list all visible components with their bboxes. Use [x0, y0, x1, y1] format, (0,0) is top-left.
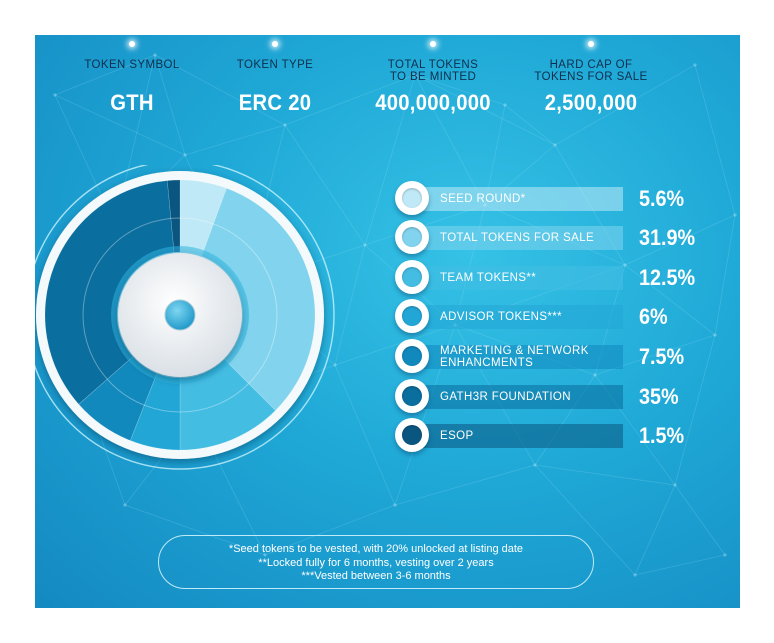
- legend-bar: [415, 424, 623, 448]
- legend-label-line: TOTAL TOKENS FOR SALE: [440, 232, 595, 244]
- outer-thin-ring: [35, 165, 335, 470]
- legend-label-line: ADVISOR TOKENS***: [440, 311, 563, 323]
- tokenomics-panel: TOKEN SYMBOL GTH TOKEN TYPE ERC 20 TOTAL TOK…: [35, 35, 740, 608]
- stat-label: TOKEN SYMBOL: [84, 59, 180, 71]
- legend-bar: [415, 305, 623, 329]
- legend-label: GATH3R FOUNDATION: [440, 378, 620, 416]
- stat-label: HARD CAP OF: [549, 59, 633, 71]
- footnotes-box: *Seed tokens to be vested, with 20% unlo…: [158, 535, 594, 589]
- legend-row-7: ESOP 1.5%: [395, 417, 735, 453]
- stat-label: TOKENS FOR SALE: [534, 71, 648, 83]
- legend-percent: 5.6%: [639, 186, 685, 211]
- legend-row-3: TEAM TOKENS** 12.5%: [395, 259, 735, 295]
- legend-bar: [415, 226, 623, 250]
- legend-label-line: TEAM TOKENS**: [440, 272, 537, 284]
- legend-swatch-icon: [395, 339, 429, 373]
- legend-label: ADVISOR TOKENS***: [440, 298, 620, 336]
- footnote-seed: *Seed tokens to be vested, with 20% unlo…: [228, 543, 524, 555]
- legend-row-4: ADVISOR TOKENS*** 6%: [395, 298, 735, 334]
- hub-center-cap: [164, 299, 196, 331]
- legend-percent: 6%: [639, 304, 668, 329]
- legend-swatch-fill: [402, 227, 422, 247]
- legend-label: TEAM TOKENS**: [440, 259, 620, 297]
- allocation-donut-chart: [35, 165, 335, 470]
- glow-dot-icon: [430, 41, 436, 47]
- legend-label-line: ENHANCMENTS: [440, 357, 534, 369]
- stat-label: TOKEN TYPE: [236, 59, 314, 71]
- legend-label: MARKETING & NETWORK ENHANCMENTS: [440, 338, 620, 376]
- legend-swatch-fill: [402, 425, 422, 445]
- glow-dot-icon: [129, 41, 135, 47]
- legend-percent: 12.5%: [639, 265, 696, 290]
- stat-value: 2,500,000: [544, 90, 638, 115]
- legend-bar: [415, 345, 623, 369]
- legend-swatch-icon: [395, 181, 429, 215]
- legend-swatch-fill: [402, 267, 422, 287]
- legend-label: TOTAL TOKENS FOR SALE: [440, 219, 620, 257]
- legend-swatch-icon: [395, 379, 429, 413]
- legend-label-line: ESOP: [440, 430, 474, 442]
- legend-bar: [415, 187, 623, 211]
- legend-label-line: SEED ROUND*: [440, 193, 526, 205]
- stat-label: TOTAL TOKENS: [387, 59, 479, 71]
- stat-value: ERC 20: [238, 90, 312, 115]
- legend-row-5: MARKETING & NETWORK ENHANCMENTS 7.5%: [395, 338, 735, 374]
- legend-label: ESOP: [440, 417, 620, 455]
- legend-percent: 35%: [639, 384, 679, 409]
- legend-percent: 31.9%: [639, 225, 696, 250]
- legend-swatch-fill: [402, 346, 422, 366]
- legend-swatch-icon: [395, 260, 429, 294]
- footnote-advisor: ***Vested between 3-6 months: [301, 570, 451, 582]
- legend-label-line: MARKETING & NETWORK: [440, 345, 589, 357]
- stat-label: TO BE MINTED: [389, 71, 477, 83]
- legend-label: SEED ROUND*: [440, 180, 620, 218]
- stat-value: GTH: [110, 90, 154, 115]
- legend-swatch-icon: [395, 220, 429, 254]
- legend-swatch-fill: [402, 386, 422, 406]
- legend-swatch-icon: [395, 418, 429, 452]
- legend-bar: [415, 266, 623, 290]
- legend-row-1: SEED ROUND* 5.6%: [395, 180, 735, 216]
- legend-swatch-fill: [402, 306, 422, 326]
- legend-label-line: GATH3R FOUNDATION: [440, 391, 571, 403]
- legend-bar: [415, 385, 623, 409]
- legend-swatch-icon: [395, 299, 429, 333]
- legend-row-6: GATH3R FOUNDATION 35%: [395, 378, 735, 414]
- legend-percent: 7.5%: [639, 344, 685, 369]
- inner-ring-line: [82, 217, 278, 413]
- legend-swatch-fill: [402, 188, 422, 208]
- legend-percent: 1.5%: [639, 423, 685, 448]
- glow-dot-icon: [272, 41, 278, 47]
- stat-value: 400,000,000: [375, 90, 491, 115]
- glow-dot-icon: [588, 41, 594, 47]
- footnote-team: **Locked fully for 6 months, vesting ove…: [258, 556, 494, 569]
- legend-row-2: TOTAL TOKENS FOR SALE 31.9%: [395, 219, 735, 255]
